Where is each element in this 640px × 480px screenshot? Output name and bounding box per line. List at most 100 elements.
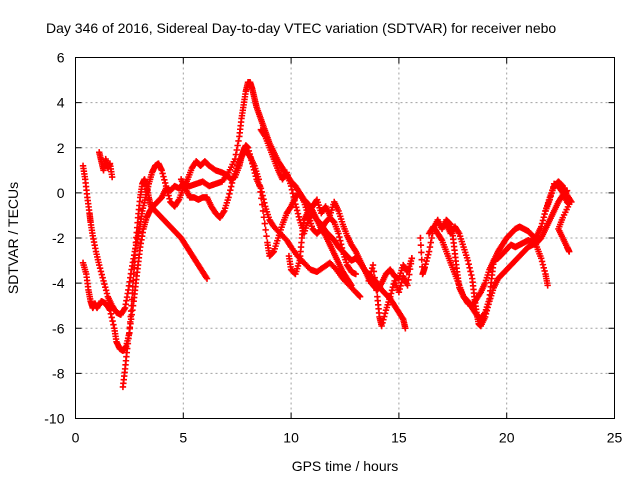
series-track-8 bbox=[365, 255, 416, 330]
data-point bbox=[337, 237, 344, 244]
data-point bbox=[352, 270, 359, 278]
x-tick-label: 25 bbox=[607, 430, 623, 446]
data-point bbox=[103, 290, 111, 297]
data-point bbox=[381, 313, 388, 320]
data-point bbox=[161, 176, 168, 183]
series-track-3 bbox=[96, 149, 116, 181]
y-tick-label: -6 bbox=[52, 320, 65, 336]
data-point bbox=[293, 207, 301, 214]
series-track-1 bbox=[79, 142, 364, 318]
data-point bbox=[418, 256, 425, 263]
data-point bbox=[290, 193, 297, 201]
x-tick-label: 10 bbox=[283, 430, 299, 446]
data-point bbox=[258, 195, 265, 202]
data-point bbox=[566, 248, 573, 255]
data-point bbox=[291, 197, 298, 204]
data-point bbox=[110, 321, 117, 328]
data-point bbox=[99, 274, 106, 281]
y-tick-label: -8 bbox=[52, 365, 65, 381]
data-point bbox=[423, 257, 430, 265]
data-point bbox=[418, 249, 425, 256]
data-point bbox=[269, 249, 277, 256]
data-point bbox=[227, 186, 234, 194]
y-axis-label: SDTVAR / TECUs bbox=[5, 182, 21, 294]
data-point bbox=[405, 276, 412, 284]
data-point bbox=[465, 260, 472, 268]
data-point bbox=[255, 176, 262, 183]
data-point bbox=[373, 287, 380, 294]
data-point bbox=[261, 220, 268, 227]
data-point bbox=[295, 213, 303, 220]
data-point bbox=[108, 173, 116, 181]
data-point bbox=[131, 251, 139, 259]
data-point bbox=[381, 310, 389, 317]
data-points bbox=[79, 79, 575, 391]
data-point bbox=[259, 201, 266, 208]
data-point bbox=[406, 265, 414, 273]
data-point bbox=[387, 290, 395, 297]
data-point bbox=[424, 254, 431, 262]
data-point bbox=[102, 287, 110, 294]
data-point bbox=[225, 194, 232, 201]
data-point bbox=[287, 182, 295, 190]
y-tick-label: 2 bbox=[57, 140, 65, 156]
data-point bbox=[541, 210, 548, 218]
data-point bbox=[541, 267, 548, 275]
data-point bbox=[232, 151, 240, 158]
data-point bbox=[466, 264, 473, 271]
data-point bbox=[98, 271, 106, 278]
data-point bbox=[563, 187, 571, 194]
y-tick-label: 4 bbox=[57, 95, 65, 111]
x-tick-label: 15 bbox=[391, 430, 407, 446]
data-point bbox=[96, 265, 104, 272]
data-point bbox=[538, 220, 546, 227]
series-track-7 bbox=[285, 196, 416, 294]
data-point bbox=[288, 186, 296, 193]
data-point bbox=[228, 179, 236, 187]
data-point bbox=[165, 192, 172, 199]
data-point bbox=[132, 245, 139, 253]
data-point bbox=[538, 258, 546, 265]
x-tick-label: 20 bbox=[499, 430, 515, 446]
data-point bbox=[485, 301, 492, 308]
data-point bbox=[130, 264, 138, 271]
data-point bbox=[158, 167, 165, 174]
data-point bbox=[428, 234, 435, 242]
data-point bbox=[404, 282, 411, 289]
data-point bbox=[464, 257, 472, 264]
data-point bbox=[547, 193, 554, 200]
data-point bbox=[262, 226, 269, 234]
y-tick-label: -10 bbox=[44, 411, 64, 427]
data-point bbox=[407, 260, 415, 267]
data-point bbox=[226, 190, 233, 197]
data-point bbox=[481, 313, 489, 321]
data-point bbox=[259, 207, 267, 215]
data-point bbox=[468, 271, 475, 279]
data-point bbox=[160, 173, 167, 180]
data-point bbox=[159, 170, 166, 177]
data-point bbox=[97, 268, 105, 275]
data-point bbox=[379, 319, 386, 327]
data-point bbox=[398, 279, 405, 286]
data-point bbox=[426, 243, 434, 251]
data-point bbox=[101, 280, 108, 288]
data-point bbox=[107, 310, 115, 318]
data-point bbox=[292, 200, 299, 208]
data-point bbox=[235, 137, 242, 145]
data-point bbox=[540, 264, 547, 271]
data-point bbox=[260, 214, 268, 221]
data-point bbox=[395, 288, 403, 296]
axis-ticks: 0 5 10 15 20 25 -10 -8 -6 -4 -2 0 2 4 6 bbox=[44, 50, 622, 446]
data-point bbox=[427, 239, 435, 246]
data-point bbox=[109, 317, 116, 325]
data-point bbox=[96, 261, 103, 269]
data-point bbox=[483, 307, 491, 314]
x-tick-label: 0 bbox=[72, 430, 80, 446]
data-point bbox=[227, 183, 235, 190]
data-point bbox=[108, 314, 115, 321]
data-point bbox=[233, 146, 240, 154]
data-point bbox=[482, 310, 490, 318]
y-tick-label: -2 bbox=[52, 230, 65, 246]
data-point bbox=[370, 268, 378, 275]
data-point bbox=[421, 264, 428, 271]
